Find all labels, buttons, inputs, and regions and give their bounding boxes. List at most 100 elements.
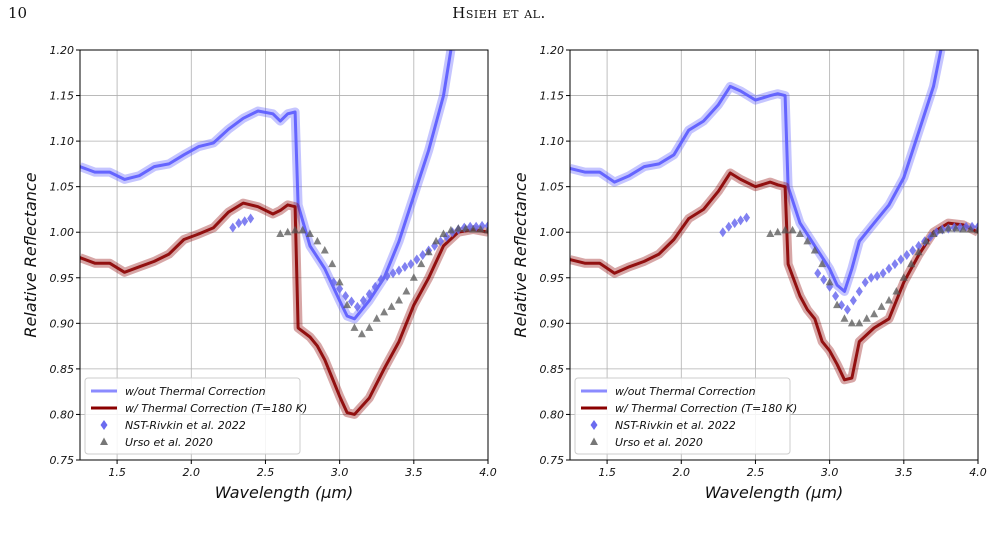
legend-label: w/ Thermal Correction (T=180 K)	[125, 402, 307, 415]
triangle-point	[446, 225, 455, 234]
diamond-point	[731, 218, 739, 229]
triangle-point	[884, 296, 893, 304]
triangle-point	[966, 224, 975, 233]
triangle-point	[766, 229, 775, 238]
triangle-point	[773, 227, 782, 236]
x-axis-label: Wavelength (µm)	[215, 483, 353, 502]
running-head: Hsieh et al.	[452, 4, 546, 22]
legend-diamond-swatch	[100, 420, 108, 430]
diamond-point	[849, 295, 857, 306]
legend-label: w/out Thermal Correction	[615, 385, 756, 398]
triangle-point	[283, 227, 292, 236]
x-axis-label: Wavelength (µm)	[705, 483, 843, 502]
triangle-point	[795, 229, 804, 238]
triangle-point	[788, 225, 797, 234]
diamond-point	[743, 212, 751, 223]
diamond-point	[915, 240, 923, 251]
diamond-point	[719, 227, 727, 238]
series-line-0	[570, 50, 943, 293]
triangle-point	[907, 259, 916, 268]
diamond-point	[725, 221, 733, 232]
triangle-point	[877, 302, 886, 310]
triangle-point	[781, 225, 790, 234]
triangle-point	[825, 277, 834, 286]
diamond-point	[891, 259, 899, 270]
legend-triangle-swatch	[100, 437, 108, 445]
y-tick-label: 0.85	[50, 363, 75, 376]
series-band-1	[570, 168, 978, 385]
legend: w/out Thermal Correction w/ Thermal Corre…	[84, 377, 307, 455]
triangle-point	[298, 225, 307, 234]
diamond-point	[359, 295, 367, 306]
y-tick-label: 1.10	[540, 135, 565, 148]
triangle-point	[417, 259, 426, 268]
axes: 1.5 2.0 2.5 3.0 3.5 4.0 0.75 0.80 0.85 0.90 0.95 1.…	[21, 44, 497, 502]
y-tick-label: 1.20	[540, 44, 565, 57]
diamond-point	[330, 277, 338, 288]
triangle-point	[840, 314, 849, 322]
diamond-point	[383, 270, 391, 281]
x-tick-label: 3.0	[331, 466, 349, 479]
y-tick-label: 0.90	[540, 317, 565, 330]
chart-left: 1.5 2.0 2.5 3.0 3.5 4.0 0.75 0.80 0.85 0.90 0.95 1.…	[21, 44, 497, 502]
triangle-point	[974, 225, 978, 234]
diamond-point	[867, 272, 875, 283]
triangle-point	[402, 286, 411, 295]
y-tick-label: 0.85	[540, 363, 565, 376]
plot-area	[570, 50, 978, 385]
chart-right: 1.5 2.0 2.5 3.0 3.5 4.0 0.75 0.80 0.85 0.90 0.95 1.…	[511, 44, 987, 502]
triangle-point	[305, 229, 314, 238]
x-tick-label: 2.5	[747, 466, 765, 479]
y-tick-label: 1.00	[50, 226, 75, 239]
y-tick-label: 1.15	[540, 90, 565, 103]
diamond-point	[389, 268, 397, 279]
triangle-point	[810, 245, 819, 254]
y-tick-label: 1.15	[50, 90, 75, 103]
triangle-point	[320, 245, 329, 254]
x-tick-label: 1.5	[108, 466, 126, 479]
diamond-point	[897, 254, 905, 265]
diamond-point	[832, 291, 840, 301]
triangle-point	[365, 323, 374, 331]
triangle-point	[870, 309, 879, 318]
triangle-point	[833, 300, 842, 309]
diamond-point	[395, 265, 403, 276]
diamond-point	[407, 259, 415, 270]
triangle-point	[892, 286, 901, 295]
diamond-point	[861, 277, 869, 288]
triangle-point	[469, 224, 478, 233]
triangle-point	[409, 273, 418, 281]
series-line-1	[80, 201, 488, 416]
triangle-point	[959, 224, 968, 233]
axes: 1.5 2.0 2.5 3.0 3.5 4.0 0.75 0.80 0.85 0.90 0.95 1.…	[511, 44, 987, 502]
diamond-point	[377, 274, 385, 285]
y-tick-label: 1.10	[50, 135, 75, 148]
diamond-point	[342, 291, 350, 301]
y-tick-label: 0.90	[50, 317, 75, 330]
x-tick-label: 1.5	[598, 466, 616, 479]
diamond-point	[241, 216, 249, 227]
diamond-point	[968, 221, 976, 232]
y-tick-label: 0.75	[540, 454, 565, 467]
y-tick-label: 1.05	[50, 181, 75, 194]
diamond-point	[879, 268, 887, 279]
y-tick-label: 0.80	[50, 408, 75, 421]
triangle-point	[313, 236, 322, 245]
diamond-point	[737, 215, 745, 226]
triangle-point	[394, 296, 403, 304]
triangle-point	[936, 225, 945, 234]
triangle-point	[357, 329, 366, 338]
triangle-point	[276, 229, 285, 238]
legend-box	[84, 377, 301, 455]
triangle-point	[803, 236, 812, 245]
diamond-point	[419, 250, 427, 260]
y-tick-label: 0.80	[540, 408, 565, 421]
triangle-point	[350, 323, 359, 331]
triangle-point	[484, 225, 488, 234]
diamond-point	[843, 304, 851, 315]
triangle-point	[914, 247, 923, 256]
page-number: 10	[8, 4, 28, 22]
diamond-point	[247, 213, 255, 224]
y-tick-label: 0.95	[50, 272, 75, 285]
diamond-point	[909, 245, 917, 256]
